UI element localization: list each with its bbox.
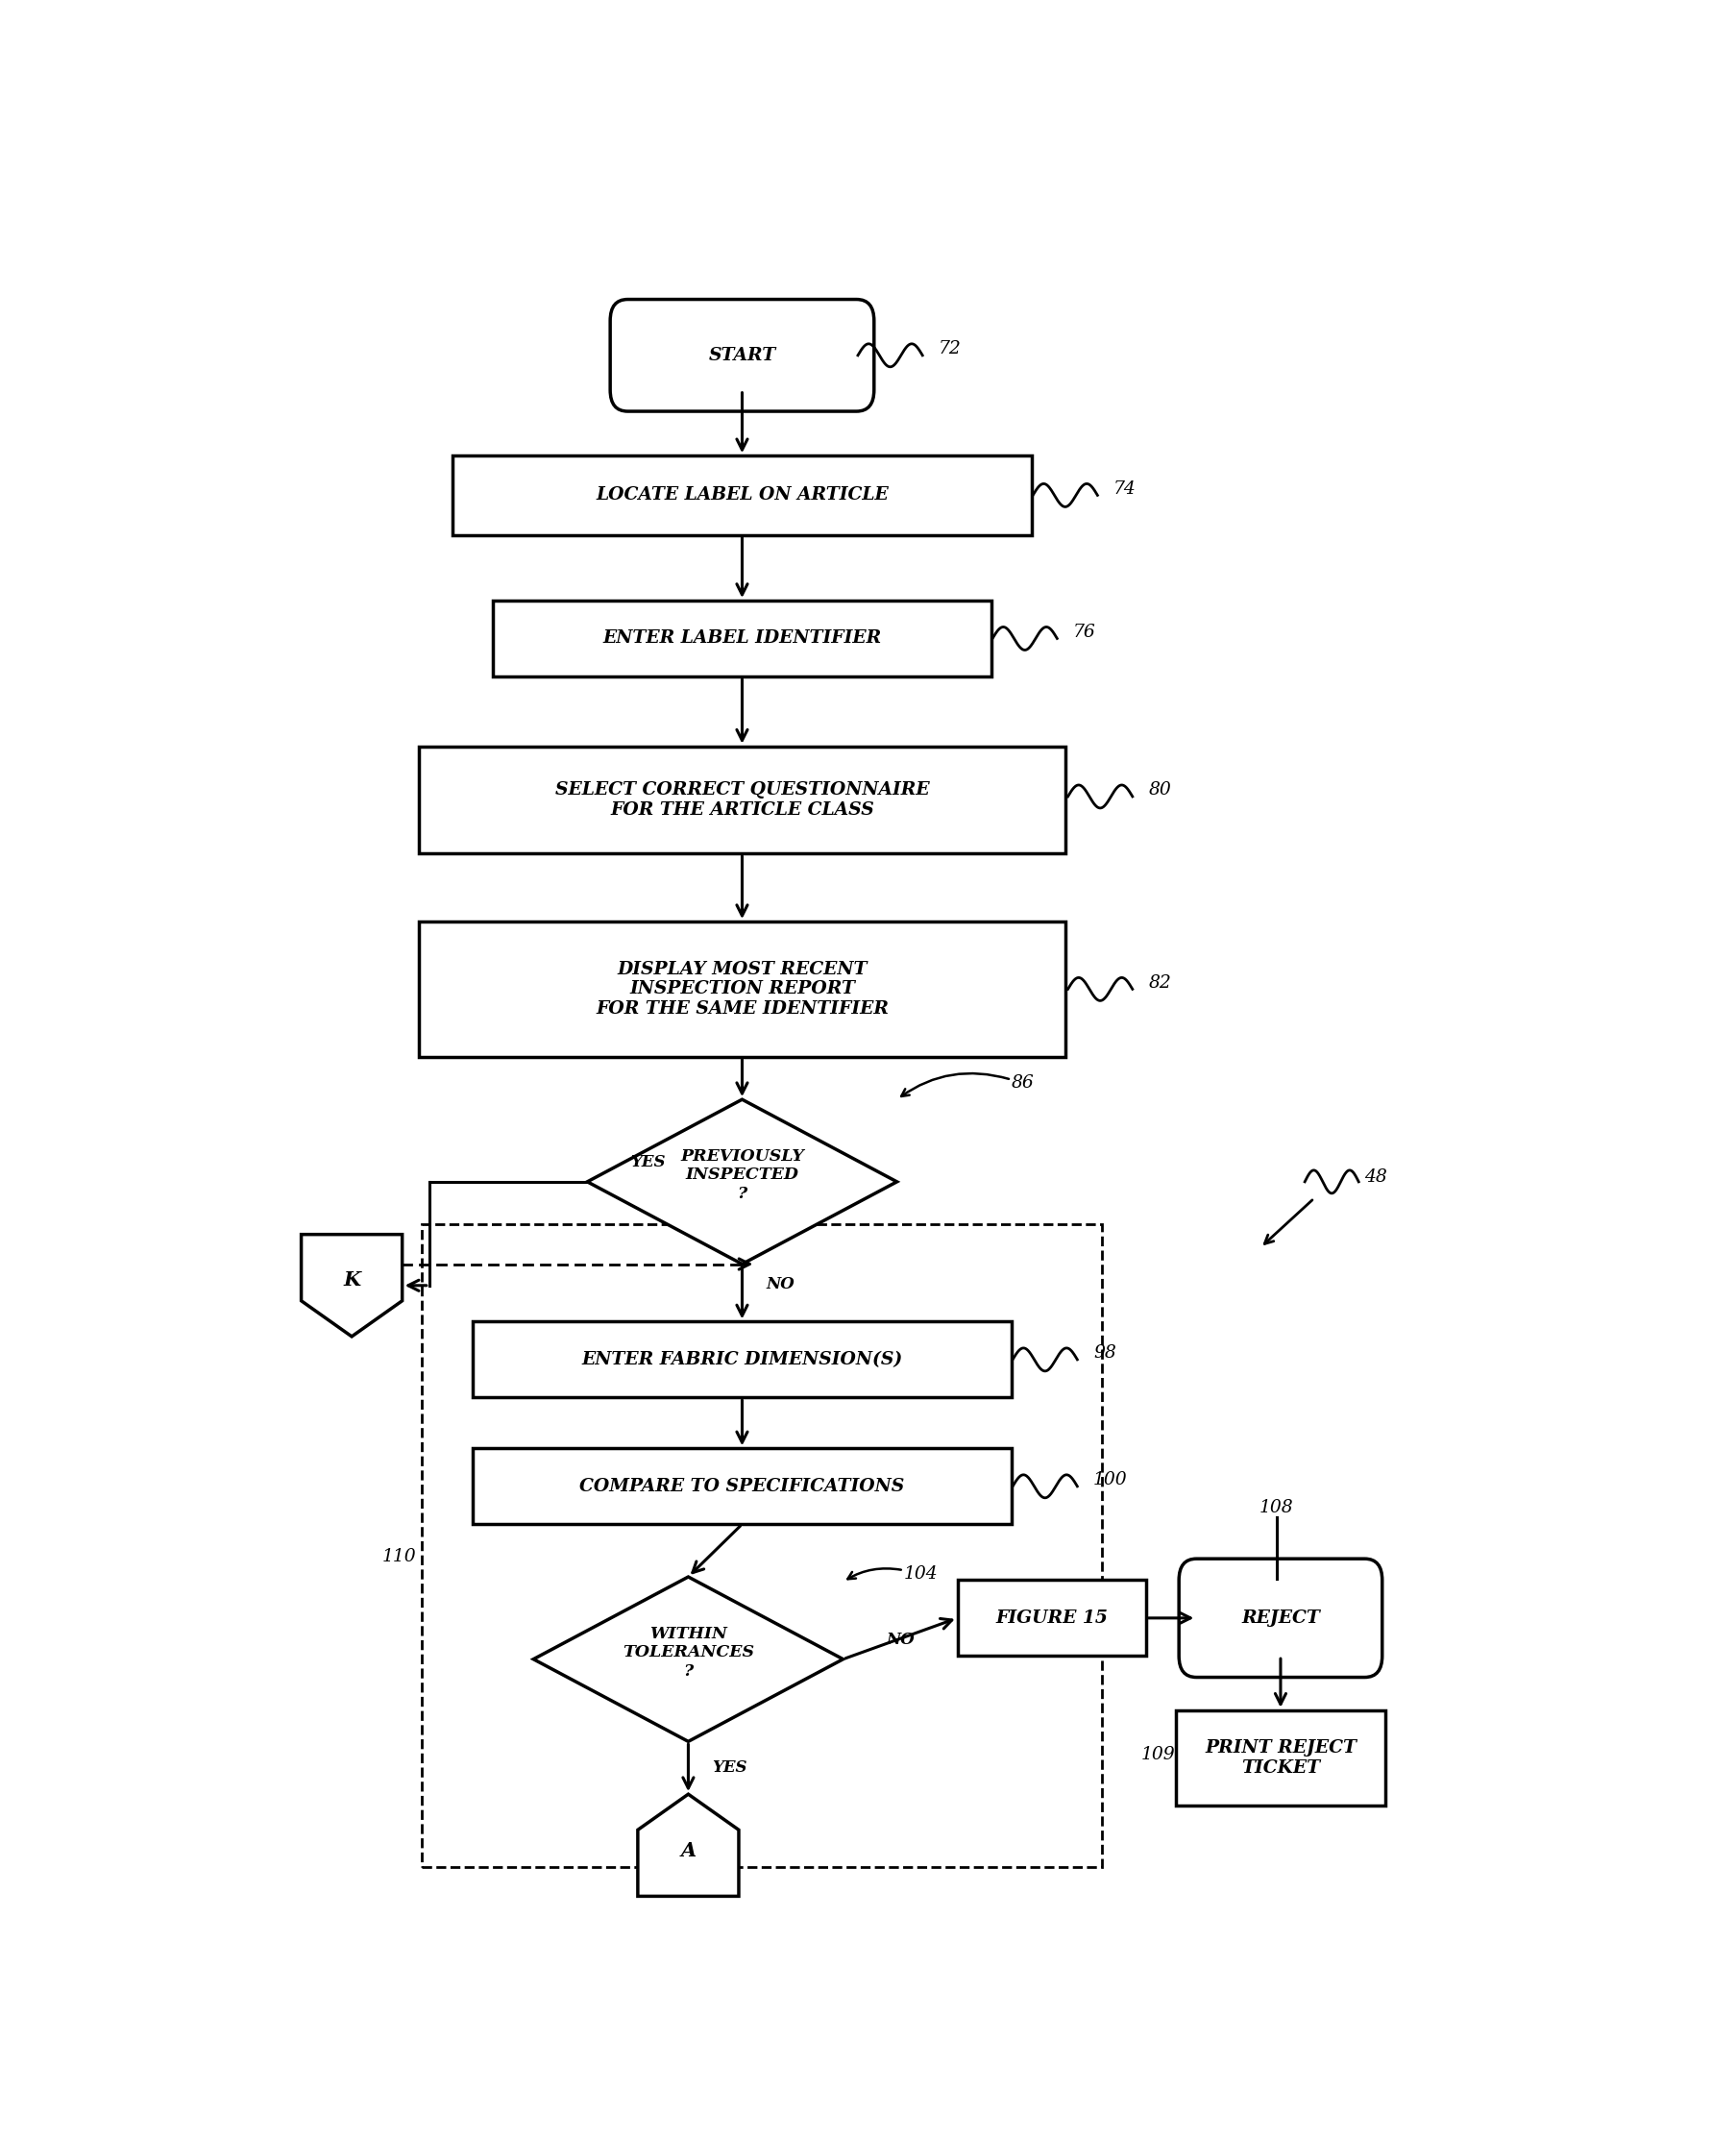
Text: COMPARE TO SPECIFICATIONS: COMPARE TO SPECIFICATIONS bbox=[580, 1477, 904, 1494]
Text: A: A bbox=[681, 1841, 696, 1860]
Text: 100: 100 bbox=[1094, 1471, 1127, 1488]
Text: WITHIN
TOLERANCES
?: WITHIN TOLERANCES ? bbox=[621, 1625, 753, 1680]
Text: NO: NO bbox=[766, 1276, 795, 1293]
Text: 74: 74 bbox=[1113, 481, 1135, 498]
Bar bbox=[472, 1447, 1010, 1524]
Text: LOCATE LABEL ON ARTICLE: LOCATE LABEL ON ARTICLE bbox=[595, 487, 889, 505]
Text: 72: 72 bbox=[937, 340, 962, 357]
Bar bbox=[957, 1580, 1146, 1655]
Bar bbox=[418, 921, 1064, 1056]
FancyBboxPatch shape bbox=[609, 299, 873, 410]
Bar bbox=[453, 455, 1031, 534]
Text: 80: 80 bbox=[1147, 780, 1170, 800]
Text: PRINT REJECT
TICKET: PRINT REJECT TICKET bbox=[1205, 1740, 1356, 1777]
FancyBboxPatch shape bbox=[1179, 1559, 1382, 1678]
Text: YES: YES bbox=[630, 1155, 665, 1169]
Text: 98: 98 bbox=[1094, 1345, 1116, 1362]
Polygon shape bbox=[300, 1234, 403, 1336]
Text: 48: 48 bbox=[1363, 1167, 1385, 1184]
Text: REJECT: REJECT bbox=[1241, 1610, 1319, 1627]
Bar bbox=[1175, 1710, 1384, 1807]
Text: 82: 82 bbox=[1147, 975, 1170, 992]
Bar bbox=[493, 601, 991, 676]
Text: 109: 109 bbox=[1141, 1747, 1175, 1764]
Text: 108: 108 bbox=[1259, 1499, 1293, 1516]
Polygon shape bbox=[637, 1794, 738, 1896]
Polygon shape bbox=[533, 1578, 842, 1742]
Bar bbox=[472, 1321, 1010, 1398]
Text: START: START bbox=[708, 346, 776, 363]
Text: 104: 104 bbox=[903, 1565, 937, 1582]
Text: YES: YES bbox=[712, 1760, 746, 1777]
Text: 110: 110 bbox=[382, 1548, 417, 1565]
Text: 76: 76 bbox=[1073, 624, 1095, 641]
Text: K: K bbox=[342, 1270, 361, 1289]
Text: PREVIOUSLY
INSPECTED
?: PREVIOUSLY INSPECTED ? bbox=[681, 1148, 804, 1202]
Text: FIGURE 15: FIGURE 15 bbox=[995, 1610, 1108, 1627]
Text: NO: NO bbox=[885, 1631, 915, 1648]
Bar bbox=[422, 1225, 1101, 1866]
Text: ENTER LABEL IDENTIFIER: ENTER LABEL IDENTIFIER bbox=[602, 631, 882, 648]
Text: DISPLAY MOST RECENT
INSPECTION REPORT
FOR THE SAME IDENTIFIER: DISPLAY MOST RECENT INSPECTION REPORT FO… bbox=[595, 960, 889, 1018]
Polygon shape bbox=[587, 1099, 896, 1264]
Text: ENTER FABRIC DIMENSION(S): ENTER FABRIC DIMENSION(S) bbox=[582, 1351, 903, 1368]
Bar bbox=[418, 746, 1064, 853]
Text: 86: 86 bbox=[1010, 1073, 1033, 1093]
Text: SELECT CORRECT QUESTIONNAIRE
FOR THE ARTICLE CLASS: SELECT CORRECT QUESTIONNAIRE FOR THE ART… bbox=[554, 780, 929, 819]
